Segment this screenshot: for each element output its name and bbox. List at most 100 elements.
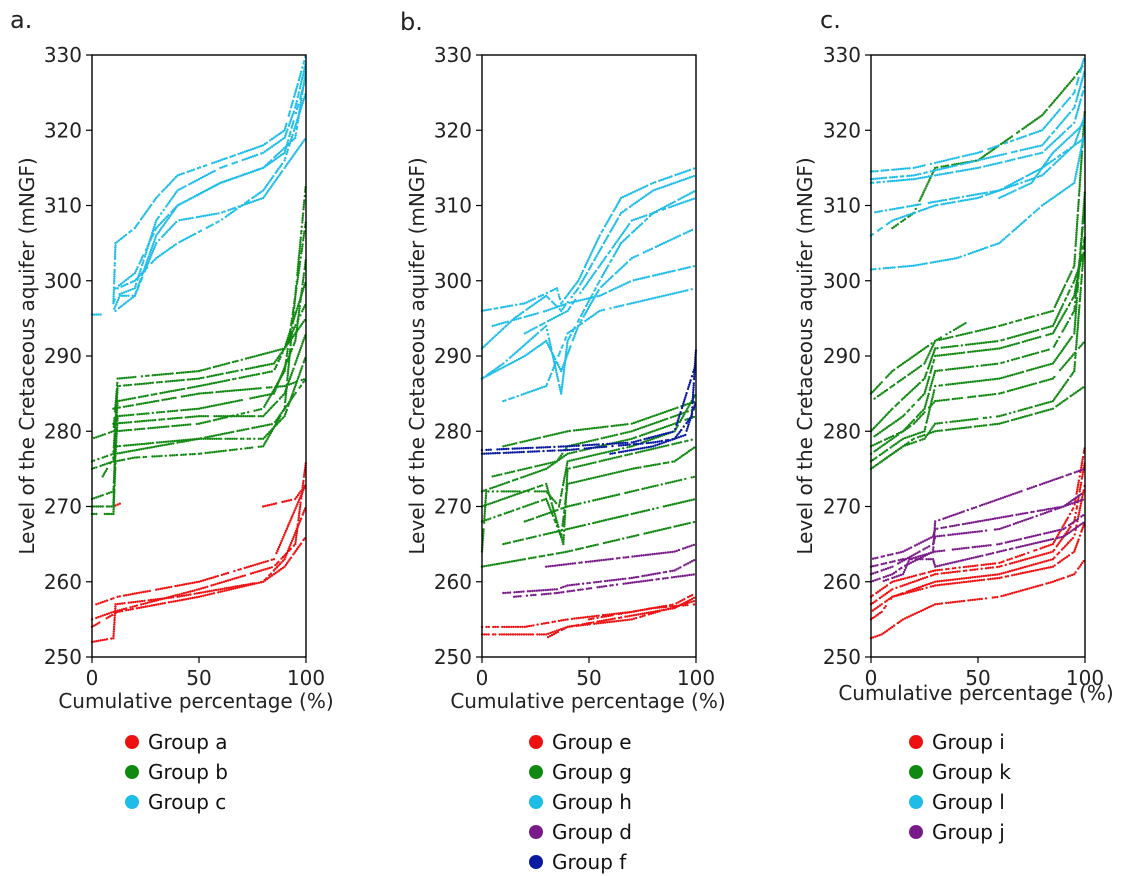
data-point	[581, 588, 584, 591]
data-point	[589, 587, 593, 590]
data-point	[686, 410, 689, 413]
data-point	[302, 272, 306, 275]
data-point	[523, 558, 526, 561]
data-point	[105, 462, 109, 465]
data-point	[218, 581, 221, 585]
data-point	[131, 280, 135, 283]
data-point	[615, 456, 618, 459]
data-point	[652, 435, 655, 439]
data-point	[113, 277, 116, 280]
data-point	[182, 395, 186, 398]
data-point	[593, 426, 596, 430]
data-point	[131, 592, 134, 596]
data-point	[223, 165, 226, 168]
data-point	[688, 176, 692, 179]
data-point	[277, 564, 280, 567]
data-point	[217, 403, 220, 406]
data-point	[622, 469, 625, 473]
data-point	[601, 621, 605, 624]
data-point	[633, 190, 637, 193]
data-point	[157, 603, 160, 606]
data-point	[301, 88, 305, 91]
data-point	[643, 574, 646, 577]
data-point	[262, 196, 265, 200]
data-point	[231, 448, 234, 452]
data-point	[562, 481, 565, 484]
data-point	[554, 315, 558, 319]
data-point	[635, 554, 639, 558]
data-point	[527, 314, 531, 317]
data-point	[657, 428, 660, 431]
data-point	[560, 628, 563, 632]
data-point	[600, 437, 603, 440]
data-point	[274, 349, 278, 352]
data-point	[284, 412, 287, 416]
data-point	[290, 347, 294, 351]
data-point	[504, 321, 507, 324]
data-point	[558, 456, 561, 459]
data-point	[671, 503, 674, 506]
data-point	[184, 408, 187, 412]
data-point	[656, 440, 659, 443]
data-point	[595, 614, 598, 618]
data-point	[286, 128, 289, 131]
data-point	[692, 415, 696, 419]
data-point	[586, 280, 590, 284]
data-point	[581, 298, 584, 301]
data-curve	[112, 55, 307, 305]
data-point	[297, 328, 300, 331]
data-point	[293, 509, 296, 512]
data-point	[684, 500, 687, 503]
data-point	[150, 400, 154, 404]
data-point	[219, 588, 222, 591]
data-point	[202, 392, 205, 395]
data-point	[622, 514, 625, 518]
data-point	[505, 481, 509, 484]
data-point	[171, 454, 174, 457]
data-point	[676, 173, 679, 176]
data-point	[676, 203, 679, 206]
data-point	[532, 487, 535, 490]
data-point	[294, 337, 297, 340]
data-point	[555, 460, 559, 463]
data-point	[279, 154, 283, 157]
data-point	[592, 273, 595, 276]
data-point	[301, 245, 304, 248]
data-point	[193, 596, 196, 599]
data-point	[133, 272, 136, 275]
data-point	[150, 600, 154, 603]
data-point	[211, 170, 214, 174]
data-point	[122, 294, 126, 297]
data-point	[278, 397, 282, 400]
data-point	[682, 267, 685, 270]
data-point	[540, 593, 544, 596]
data-point	[493, 485, 496, 489]
data-point	[135, 290, 138, 293]
data-point	[688, 545, 691, 548]
data-point	[654, 611, 657, 614]
data-point	[623, 209, 626, 212]
data-point	[560, 507, 563, 510]
data-curve	[90, 319, 306, 463]
data-point	[621, 232, 624, 235]
data-point	[276, 385, 280, 388]
data-point	[684, 477, 687, 481]
data-point	[649, 553, 652, 556]
data-point	[296, 503, 299, 506]
data-point	[624, 443, 627, 447]
data-point	[205, 226, 208, 229]
data-curve	[90, 462, 307, 621]
data-point	[206, 405, 209, 409]
data-point	[293, 551, 296, 554]
data-point	[227, 378, 231, 382]
data-point	[215, 221, 218, 224]
data-point	[132, 601, 135, 604]
data-point	[639, 439, 642, 442]
data-point	[114, 407, 117, 410]
data-point	[602, 519, 606, 522]
data-point	[291, 321, 294, 325]
data-point	[590, 615, 594, 618]
data-curve	[523, 197, 696, 335]
data-point	[228, 389, 231, 393]
data-point	[579, 428, 583, 431]
